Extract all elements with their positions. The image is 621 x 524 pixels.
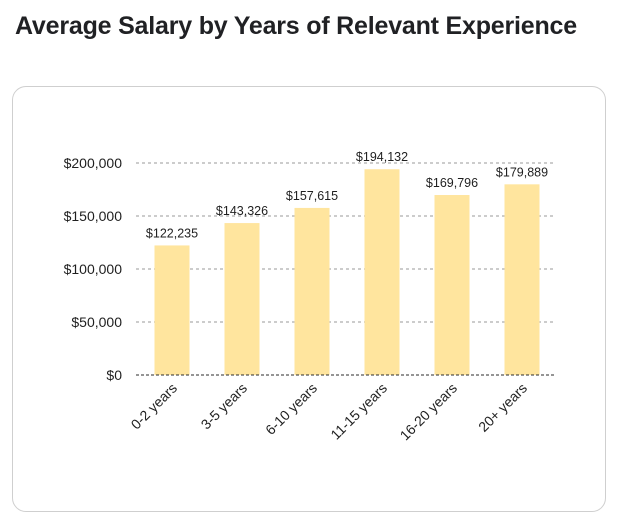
data-label: $157,615 xyxy=(286,189,338,203)
data-labels: $122,235 $143,326 $157,615 $194,132 $169,796… xyxy=(146,150,548,240)
bar xyxy=(364,169,400,375)
bar xyxy=(154,245,190,375)
x-tick-label: 16-20 years xyxy=(397,380,461,444)
x-tick-label: 0-2 years xyxy=(128,380,181,433)
x-tick-label: 20+ years xyxy=(475,380,530,435)
y-tick-label: $200,000 xyxy=(64,155,123,171)
data-label: $169,796 xyxy=(426,176,478,190)
data-label: $143,326 xyxy=(216,204,268,218)
y-tick-label: $0 xyxy=(106,367,122,383)
bar xyxy=(504,184,540,375)
y-axis-tick-labels: $0 $50,000 $100,000 $150,000 $200,000 xyxy=(64,155,123,383)
x-tick-label: 6-10 years xyxy=(262,380,320,438)
x-tick-label: 3-5 years xyxy=(198,380,251,433)
y-tick-label: $50,000 xyxy=(71,314,122,330)
page-title: Average Salary by Years of Relevant Expe… xyxy=(15,12,577,40)
bars xyxy=(154,169,540,375)
gridlines xyxy=(136,162,556,323)
x-axis-category-labels: 0-2 years 3-5 years 6-10 years 11-15 years 1… xyxy=(128,380,531,444)
y-tick-label: $150,000 xyxy=(64,208,123,224)
bar xyxy=(224,223,260,375)
data-label: $122,235 xyxy=(146,226,198,240)
y-tick-label: $100,000 xyxy=(64,261,123,277)
x-tick-label: 11-15 years xyxy=(327,380,390,443)
data-label: $194,132 xyxy=(356,150,408,164)
bar xyxy=(294,207,330,375)
bar xyxy=(434,195,470,375)
data-label: $179,889 xyxy=(496,165,548,179)
